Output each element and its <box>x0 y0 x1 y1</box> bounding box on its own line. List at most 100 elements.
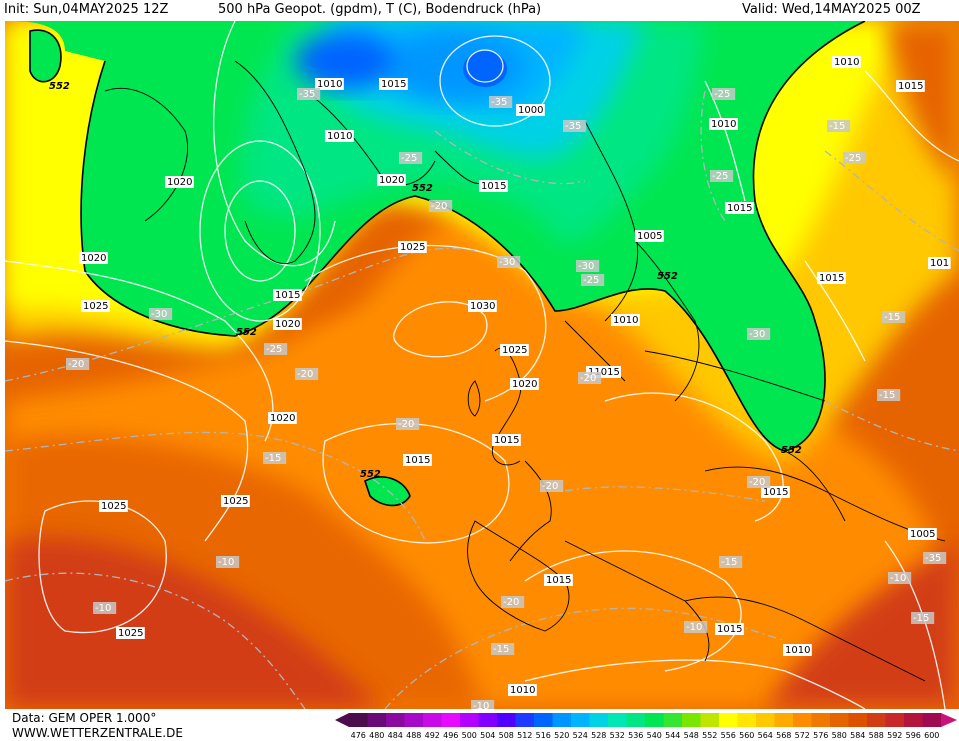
legend-tick-label: 576 <box>813 731 828 740</box>
legend-tick-label: 544 <box>665 731 680 740</box>
temperature-label: -20 <box>542 481 558 492</box>
legend-arrow-left <box>335 713 349 727</box>
legend-tick-label: 540 <box>647 731 662 740</box>
legend-tick-label: 568 <box>776 731 791 740</box>
temperature-label: -10 <box>890 573 906 584</box>
temperature-label: -15 <box>265 453 281 464</box>
temperature-labels: -35 -35 -35 -25 -20 -30 -25 -30 -25 -20 -20 -20 -15 -… <box>66 88 947 709</box>
website: WWW.WETTERZENTRALE.DE <box>12 726 183 740</box>
legend-swatch <box>571 713 590 727</box>
legend-swatch <box>700 713 720 727</box>
legend-tick-label: 524 <box>573 731 588 740</box>
init-time: Init: Sun,04MAY2025 12Z <box>4 2 169 17</box>
pressure-label: 1015 <box>727 203 752 214</box>
legend-swatch <box>552 713 572 727</box>
pressure-label: 1010 <box>613 315 638 326</box>
temperature-label: -15 <box>879 390 895 401</box>
legend-tick-label: 548 <box>684 731 699 740</box>
geopotential-label: 552 <box>236 327 257 338</box>
temperature-label: -30 <box>578 261 594 272</box>
pressure-label: 1025 <box>101 501 126 512</box>
pressure-label: 1010 <box>711 119 736 130</box>
temperature-label: -25 <box>401 153 417 164</box>
pressure-label: 1015 <box>546 575 571 586</box>
legend-tick-label: 512 <box>517 731 532 740</box>
temperature-label: -10 <box>218 557 234 568</box>
legend-swatch <box>867 713 886 727</box>
legend-swatch <box>515 713 535 727</box>
legend-swatch <box>349 713 368 727</box>
legend-swatch <box>441 713 461 727</box>
legend-tick-label: 588 <box>869 731 884 740</box>
geopotential-label: 552 <box>657 271 678 282</box>
legend-tick-label: 484 <box>388 731 403 740</box>
temperature-label: -15 <box>884 312 900 323</box>
geopotential-shading <box>5 21 959 709</box>
pressure-label: 1020 <box>379 175 404 186</box>
pressure-label: 1000 <box>518 105 543 116</box>
pressure-label: 1005 <box>637 231 662 242</box>
geopotential-label: 552 <box>49 81 70 92</box>
pressure-label: 1010 <box>834 57 859 68</box>
legend-tick-label: 556 <box>721 731 736 740</box>
map-canvas: 552 552 552 552 552 552 1010 1015 1010 1000… <box>5 21 959 709</box>
legend-swatch <box>774 713 794 727</box>
pressure-label: 1025 <box>223 496 248 507</box>
legend-swatch <box>719 713 738 727</box>
pressure-label: 1010 <box>510 685 535 696</box>
pressure-label: 1010 <box>317 79 342 90</box>
pressure-label: 1025 <box>502 345 527 356</box>
legend-tick-label: 552 <box>702 731 717 740</box>
geopotential-label: 552 <box>360 469 381 480</box>
pressure-label: 1015 <box>405 455 430 466</box>
pressure-label: 1015 <box>898 81 923 92</box>
legend-swatch <box>811 713 831 727</box>
legend-swatch <box>626 713 646 727</box>
legend-swatch <box>608 713 627 727</box>
temperature-label: -15 <box>829 121 845 132</box>
pressure-label: 1015 <box>481 181 506 192</box>
pressure-label: 1015 <box>494 435 519 446</box>
temperature-label: -15 <box>913 613 929 624</box>
temperature-label: -25 <box>712 171 728 182</box>
temperature-label: -35 <box>925 553 941 564</box>
legend-tick-label: 592 <box>887 731 902 740</box>
legend-tick-label: 504 <box>480 731 495 740</box>
legend-tick-label: 536 <box>628 731 643 740</box>
legend-swatch <box>737 713 757 727</box>
pressure-label: 1015 <box>275 290 300 301</box>
pressure-label: 1030 <box>470 301 495 312</box>
geopotential-label: 552 <box>781 445 802 456</box>
pressure-label: 1010 <box>785 645 810 656</box>
legend-tick-label: 508 <box>499 731 514 740</box>
legend-swatch <box>386 713 405 727</box>
legend-swatch <box>460 713 479 727</box>
temperature-label: -25 <box>845 153 861 164</box>
pressure-label: 1020 <box>512 379 537 390</box>
pressure-label: 1020 <box>81 253 106 264</box>
temperature-label: -35 <box>565 121 581 132</box>
temperature-label: -15 <box>721 557 737 568</box>
legend-tick-label: 488 <box>406 731 421 740</box>
temperature-label: -20 <box>580 373 596 384</box>
geopotential-552-contour <box>29 21 866 507</box>
legend-swatch <box>922 713 942 727</box>
legend-tick-label: 500 <box>462 731 477 740</box>
temperature-label: -10 <box>95 603 111 614</box>
pressure-label: 11015 <box>588 367 620 378</box>
legend-swatch <box>404 713 424 727</box>
legend-swatch <box>367 713 387 727</box>
color-legend: 476 480 484 488 492 496 500 504 508 512 516 520 524 5… <box>335 713 957 740</box>
pressure-labels: 1010 1015 1010 1000 1020 1020 1015 1020 1025 1015… <box>79 56 951 696</box>
legend-swatch <box>682 713 701 727</box>
coastlines <box>104 60 946 682</box>
pressure-label: 1025 <box>83 301 108 312</box>
data-source: Data: GEM OPER 1.000° <box>12 711 157 725</box>
temperature-label: -30 <box>749 329 765 340</box>
pressure-label: 1020 <box>167 177 192 188</box>
weather-map: 552 552 552 552 552 552 1010 1015 1010 1000… <box>5 21 959 709</box>
temperature-label: -25 <box>714 89 730 100</box>
temperature-label: -10 <box>473 701 489 709</box>
legend-tick-label: 516 <box>536 731 551 740</box>
legend-swatch <box>663 713 683 727</box>
